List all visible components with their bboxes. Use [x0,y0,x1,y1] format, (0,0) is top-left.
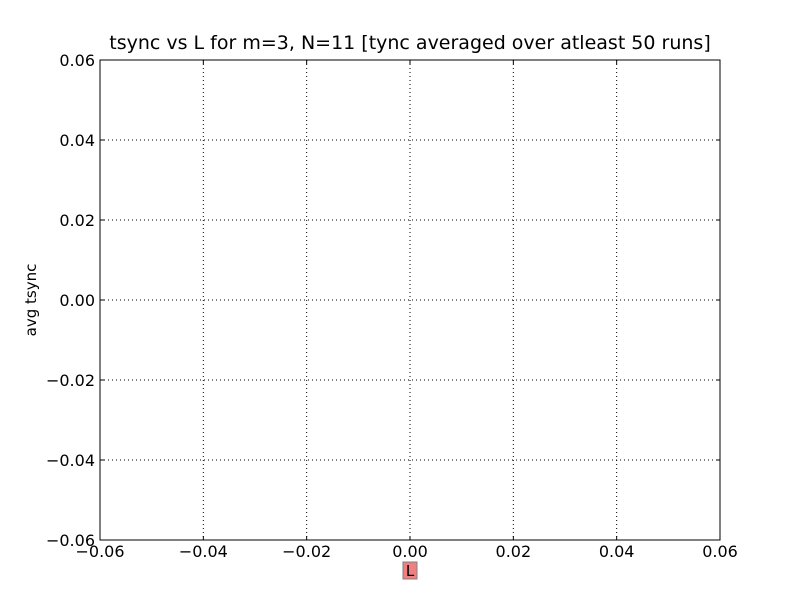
y-tick-label: 0.04 [59,131,95,150]
x-tick-label: −0.02 [282,542,331,561]
y-tick-label: 0.00 [59,291,95,310]
y-tick-label: −0.02 [46,371,95,390]
y-tick-label: 0.06 [59,51,95,70]
x-tick-labels: −0.06 −0.04 −0.02 0.00 0.02 0.04 0.06 [75,542,737,561]
y-tick-label: −0.06 [46,531,95,550]
y-tick-label: −0.04 [46,451,95,470]
y-axis-label: avg tsync [22,264,40,337]
x-axis-label-box [402,561,418,580]
x-tick-label: 0.00 [392,542,428,561]
x-tick-label: −0.06 [75,542,124,561]
chart-title: tsync vs L for m=3, N=11 [tync averaged … [109,32,710,54]
x-tick-label: 0.06 [702,542,738,561]
x-axis-label: L [406,562,415,580]
plot-frame [99,59,721,541]
y-tick-labels: −0.06 −0.04 −0.02 0.00 0.02 0.04 0.06 [46,51,95,550]
x-tick-label: −0.04 [179,542,228,561]
grid-lines [100,60,720,540]
y-tick-label: 0.02 [59,211,95,230]
x-tick-label: 0.02 [496,542,532,561]
x-tick-label: 0.04 [599,542,635,561]
